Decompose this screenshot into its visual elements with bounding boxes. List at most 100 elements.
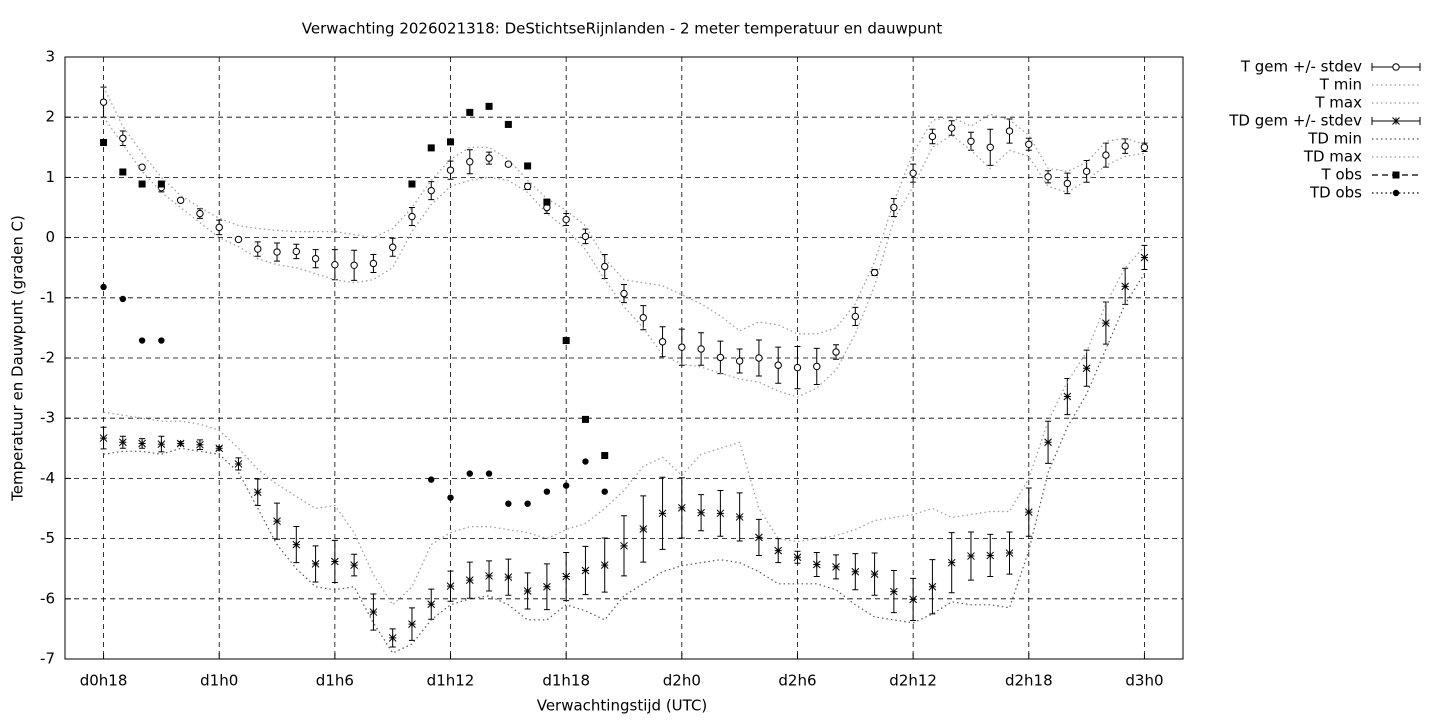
x-tick-label: d0h18 (80, 672, 128, 690)
marker (716, 353, 725, 362)
marker (543, 488, 551, 495)
marker (331, 260, 339, 269)
marker (774, 546, 783, 555)
x-tick-label: d1h12 (427, 672, 475, 690)
line (103, 273, 1145, 654)
marker (505, 500, 512, 507)
marker (176, 439, 185, 448)
marker (292, 247, 301, 256)
y-tick-label: -1 (40, 288, 55, 306)
y-tick-label: -2 (40, 349, 55, 367)
marker (601, 488, 608, 495)
line (103, 86, 1145, 335)
marker (812, 560, 821, 569)
marker (562, 572, 571, 581)
marker (369, 608, 378, 616)
marker (466, 108, 474, 116)
marker (99, 434, 108, 442)
x-tick-label: d1h18 (542, 672, 590, 690)
chart-title: Verwachting 2026021318: DeStichtseRijnla… (302, 20, 943, 38)
marker (562, 337, 570, 345)
marker (890, 203, 898, 212)
marker (388, 243, 397, 251)
legend-label: T min (1319, 76, 1362, 94)
marker (253, 488, 262, 497)
marker (254, 245, 262, 253)
marker (1024, 508, 1033, 516)
marker (157, 440, 166, 448)
marker (311, 560, 320, 568)
marker (485, 470, 493, 477)
marker (774, 361, 782, 369)
marker (524, 500, 531, 507)
marker (1121, 282, 1130, 291)
marker (582, 458, 589, 465)
marker (870, 570, 879, 578)
x-tick-label: d2h12 (889, 672, 937, 690)
marker (600, 561, 609, 569)
marker (620, 289, 628, 298)
marker (331, 557, 339, 566)
marker (215, 444, 224, 453)
marker (158, 337, 165, 344)
marker (408, 180, 416, 188)
marker (485, 154, 493, 162)
marker (658, 509, 667, 518)
marker (832, 563, 840, 571)
legend-label: TD min (1307, 130, 1362, 148)
marker (504, 573, 513, 581)
marker (157, 180, 165, 188)
marker (543, 582, 551, 591)
legend-label: TD gem +/- stdev (1228, 112, 1362, 130)
marker (350, 561, 358, 569)
marker (581, 415, 589, 423)
marker (813, 362, 821, 371)
marker (524, 162, 532, 170)
marker (100, 283, 107, 291)
marker (118, 438, 127, 447)
marker (793, 553, 802, 562)
marker (311, 254, 320, 263)
y-tick-label: 1 (45, 168, 55, 186)
legend-marker (1392, 63, 1400, 71)
marker (234, 235, 243, 244)
marker (851, 567, 860, 576)
marker (119, 134, 127, 142)
marker (928, 582, 937, 591)
marker (1082, 364, 1091, 373)
marker (601, 452, 609, 460)
marker (716, 509, 725, 518)
marker (620, 541, 628, 550)
legend-label: TD obs (1309, 184, 1362, 202)
x-axis-label: Verwachtingstijd (UTC) (537, 697, 708, 715)
legend-label: T gem +/- stdev (1240, 58, 1362, 76)
legend-marker (1392, 117, 1400, 125)
marker (697, 345, 705, 353)
x-tick-label: d2h6 (778, 672, 816, 690)
marker (388, 634, 397, 642)
marker (793, 363, 802, 372)
marker (446, 582, 455, 591)
legend-label: T max (1314, 94, 1362, 112)
y-tick-label: -3 (40, 409, 55, 427)
marker (138, 163, 146, 171)
marker (1140, 253, 1149, 262)
y-tick-label: 3 (45, 48, 55, 66)
marker (1082, 167, 1091, 176)
legend-marker (1392, 171, 1400, 179)
marker (447, 494, 454, 501)
y-axis-label: Temperatuur en Dauwpunt (graden C) (9, 215, 27, 502)
marker (755, 533, 763, 542)
x-tick-label: d1h6 (316, 672, 354, 690)
y-tick-label: -4 (40, 469, 55, 487)
marker (909, 595, 917, 604)
marker (735, 513, 744, 521)
x-tick-label: d3h0 (1125, 672, 1163, 690)
marker (1102, 151, 1110, 159)
marker (1044, 438, 1052, 447)
marker (504, 120, 512, 128)
marker (870, 268, 879, 277)
marker (1063, 392, 1072, 401)
legend-marker (1392, 189, 1400, 197)
marker (890, 587, 898, 596)
